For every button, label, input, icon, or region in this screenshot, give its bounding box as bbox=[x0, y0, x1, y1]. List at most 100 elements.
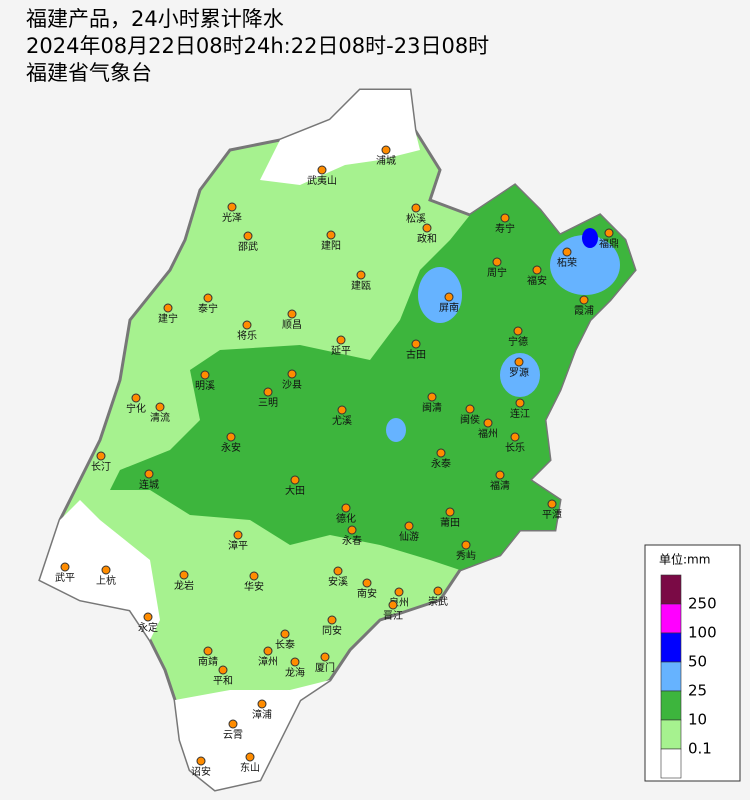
city-label: 同安 bbox=[322, 624, 342, 637]
city-label: 上杭 bbox=[96, 574, 116, 587]
city-dot bbox=[510, 432, 520, 442]
city-label: 建宁 bbox=[158, 312, 178, 325]
title-line: 福建省气象台 bbox=[26, 61, 152, 85]
city-dot bbox=[492, 257, 502, 267]
city-label: 长汀 bbox=[91, 461, 111, 473]
city-label: 平潭 bbox=[542, 509, 562, 521]
city-label: 德化 bbox=[336, 512, 356, 525]
city-label: 闽侯 bbox=[460, 413, 480, 426]
legend-swatch bbox=[660, 690, 682, 721]
city-dot bbox=[500, 213, 510, 223]
city-dot bbox=[337, 405, 347, 415]
city-label: 周宁 bbox=[487, 266, 507, 279]
legend-swatch bbox=[660, 632, 682, 663]
city-dot bbox=[515, 398, 525, 408]
city-dot bbox=[226, 432, 236, 442]
city-dot bbox=[461, 540, 471, 550]
city-label: 平和 bbox=[213, 675, 233, 687]
city-dot bbox=[263, 646, 273, 656]
city-dot bbox=[336, 335, 346, 345]
city-label: 东山 bbox=[240, 761, 260, 774]
city-dot bbox=[287, 369, 297, 379]
city-label: 仙游 bbox=[399, 530, 419, 543]
city-label: 政和 bbox=[417, 232, 437, 245]
city-dot bbox=[144, 469, 154, 479]
city-dot bbox=[427, 392, 437, 402]
city-label: 武夷山 bbox=[307, 174, 337, 187]
city-dot bbox=[218, 665, 228, 675]
city-dot bbox=[326, 230, 336, 240]
city-label: 华安 bbox=[244, 580, 264, 593]
city-label: 南靖 bbox=[198, 655, 218, 668]
legend-swatch bbox=[660, 719, 682, 750]
city-label: 柘荣 bbox=[557, 256, 577, 269]
legend-label: 0.1 bbox=[688, 740, 712, 758]
city-label: 福清 bbox=[490, 479, 510, 492]
city-label: 光泽 bbox=[222, 211, 242, 224]
city-label: 连江 bbox=[510, 407, 530, 420]
legend-swatch bbox=[660, 661, 682, 692]
dry-area bbox=[260, 90, 420, 185]
city-label: 永定 bbox=[138, 621, 158, 634]
city-dot bbox=[203, 293, 213, 303]
city-label: 福鼎 bbox=[599, 237, 619, 250]
city-dot bbox=[96, 451, 106, 461]
city-label: 龙海 bbox=[285, 666, 305, 679]
city-dot bbox=[243, 231, 253, 241]
city-dot bbox=[242, 320, 252, 330]
legend-unit: 单位:mm bbox=[659, 552, 710, 567]
city-dot bbox=[155, 402, 165, 412]
city-dot bbox=[263, 387, 273, 397]
city-label: 浦城 bbox=[376, 154, 396, 167]
city-dot bbox=[362, 578, 372, 588]
city-label: 顺昌 bbox=[282, 319, 302, 331]
city-label: 南安 bbox=[357, 587, 377, 600]
city-dot bbox=[257, 699, 267, 709]
city-label: 宁德 bbox=[508, 335, 528, 348]
city-dot bbox=[404, 521, 414, 531]
legend-label: 250 bbox=[688, 595, 717, 613]
city-label: 寿宁 bbox=[495, 222, 515, 235]
city-dot bbox=[327, 615, 337, 625]
city-label: 松溪 bbox=[406, 212, 426, 225]
storm-area bbox=[500, 353, 540, 397]
city-dot bbox=[227, 202, 237, 212]
dry-area bbox=[175, 680, 330, 790]
city-dot bbox=[131, 393, 141, 403]
legend-swatch bbox=[660, 574, 682, 605]
city-dot bbox=[233, 530, 243, 540]
city-label: 长乐 bbox=[505, 442, 525, 454]
city-label: 漳平 bbox=[228, 539, 248, 552]
legend-swatch bbox=[660, 748, 682, 779]
city-dot bbox=[547, 499, 557, 509]
city-dot bbox=[287, 309, 297, 319]
city-label: 长泰 bbox=[275, 638, 295, 651]
city-dot bbox=[381, 145, 391, 155]
title-line: 福建产品，24小时累计降水 bbox=[26, 7, 284, 31]
legend-swatch bbox=[660, 603, 682, 634]
city-dot bbox=[101, 565, 111, 575]
city-dot bbox=[604, 228, 614, 238]
city-label: 连城 bbox=[139, 478, 159, 491]
city-dot bbox=[179, 570, 189, 580]
city-label: 延平 bbox=[331, 345, 351, 357]
city-dot bbox=[394, 587, 404, 597]
city-dot bbox=[200, 370, 210, 380]
city-dot bbox=[196, 756, 206, 766]
dry-area bbox=[40, 500, 160, 640]
city-label: 邵武 bbox=[238, 240, 258, 253]
city-dot bbox=[532, 265, 542, 275]
city-dot bbox=[280, 629, 290, 639]
city-label: 崇武 bbox=[428, 595, 448, 608]
city-label: 大田 bbox=[285, 484, 305, 497]
city-dot bbox=[411, 203, 421, 213]
city-dot bbox=[249, 571, 259, 581]
city-label: 龙岩 bbox=[174, 579, 194, 592]
city-label: 古田 bbox=[406, 348, 426, 361]
city-dot bbox=[341, 503, 351, 513]
city-label: 闽清 bbox=[422, 401, 442, 414]
city-label: 云霄 bbox=[223, 729, 243, 741]
city-dot bbox=[411, 339, 421, 349]
